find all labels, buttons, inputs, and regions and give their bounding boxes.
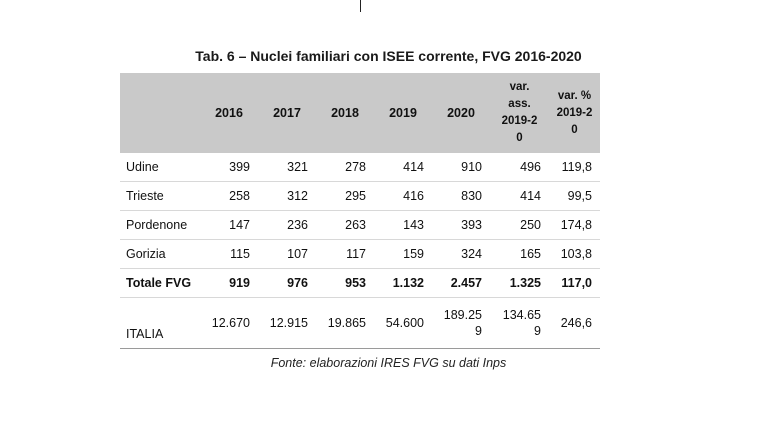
- cell-value: 103,8: [549, 239, 600, 269]
- table-row-trieste: Trieste 258 312 295 416 830 414 99,5: [120, 181, 600, 211]
- cell-value: 246,6: [549, 297, 600, 349]
- cell-value: 19.865: [316, 297, 374, 349]
- cell-value: 99,5: [549, 181, 600, 211]
- cell-value: 147: [200, 210, 258, 240]
- table-title: Tab. 6 – Nuclei familiari con ISEE corre…: [195, 48, 582, 64]
- cell-value: 159: [374, 239, 432, 269]
- cell-value: 2.457: [432, 268, 490, 298]
- cell-value: 115: [200, 239, 258, 269]
- cell-value: 312: [258, 181, 316, 211]
- cell-value: 107: [258, 239, 316, 269]
- cell-value: 119,8: [549, 153, 600, 182]
- cell-value: 117,0: [549, 268, 600, 298]
- cell-value-wrapped: 189.25 9: [432, 297, 490, 349]
- header-cell-2016: 2016: [200, 73, 258, 153]
- row-label: Trieste: [120, 181, 200, 211]
- cell-value: 174,8: [549, 210, 600, 240]
- table-row-italia: ITALIA 12.670 12.915 19.865 54.600 189.2…: [120, 297, 600, 349]
- cell-value: 12.915: [258, 297, 316, 349]
- header-cell-var-ass: var. ass. 2019-2 0: [490, 73, 549, 153]
- cell-value: 321: [258, 153, 316, 182]
- table-row-pordenone: Pordenone 147 236 263 143 393 250 174,8: [120, 210, 600, 240]
- cell-value: 910: [432, 153, 490, 182]
- source-note: Fonte: elaborazioni IRES FVG su dati Inp…: [270, 356, 507, 370]
- data-table: 2016 2017 2018 2019 2020 var. ass. 2019-…: [120, 73, 600, 349]
- row-label: Totale FVG: [120, 268, 200, 298]
- cell-value: 258: [200, 181, 258, 211]
- cell-value: 414: [490, 181, 549, 211]
- header-cell-2017: 2017: [258, 73, 316, 153]
- cell-value: 295: [316, 181, 374, 211]
- cell-value: 278: [316, 153, 374, 182]
- header-cell-label: [120, 73, 200, 153]
- cell-value: 416: [374, 181, 432, 211]
- cell-value: 1.132: [374, 268, 432, 298]
- cell-value-wrapped: 134.65 9: [490, 297, 549, 349]
- table-row-gorizia: Gorizia 115 107 117 159 324 165 103,8: [120, 239, 600, 269]
- cell-value: 12.670: [200, 297, 258, 349]
- row-label: Pordenone: [120, 210, 200, 240]
- cell-value: 393: [432, 210, 490, 240]
- cell-value: 496: [490, 153, 549, 182]
- header-row: 2016 2017 2018 2019 2020 var. ass. 2019-…: [120, 73, 600, 153]
- table-row-udine: Udine 399 321 278 414 910 496 119,8: [120, 153, 600, 182]
- cell-value: 324: [432, 239, 490, 269]
- row-label: ITALIA: [120, 297, 200, 349]
- cell-value: 250: [490, 210, 549, 240]
- cell-value: 263: [316, 210, 374, 240]
- row-label: Gorizia: [120, 239, 200, 269]
- cell-value: 830: [432, 181, 490, 211]
- cell-value: 165: [490, 239, 549, 269]
- table-row-totale-fvg: Totale FVG 919 976 953 1.132 2.457 1.325…: [120, 268, 600, 298]
- header-cell-2018: 2018: [316, 73, 374, 153]
- header-cell-2019: 2019: [374, 73, 432, 153]
- cell-value: 54.600: [374, 297, 432, 349]
- cell-value: 414: [374, 153, 432, 182]
- cell-value: 117: [316, 239, 374, 269]
- cell-value: 1.325: [490, 268, 549, 298]
- cell-value: 236: [258, 210, 316, 240]
- cell-value: 399: [200, 153, 258, 182]
- cell-value: 143: [374, 210, 432, 240]
- cell-value: 953: [316, 268, 374, 298]
- cell-value: 919: [200, 268, 258, 298]
- header-cell-var-pct: var. % 2019-2 0: [549, 73, 600, 153]
- header-cell-2020: 2020: [432, 73, 490, 153]
- cell-value: 976: [258, 268, 316, 298]
- row-label: Udine: [120, 153, 200, 182]
- text-cursor: [360, 0, 361, 12]
